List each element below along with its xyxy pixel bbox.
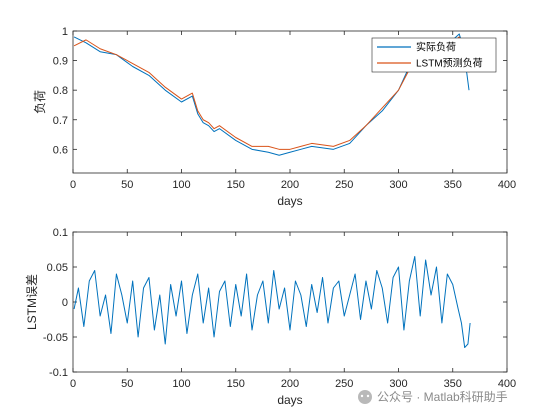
- legend-label-lstm: LSTM预测负荷: [416, 57, 483, 70]
- wechat-icon-eye-left: [360, 394, 364, 398]
- y-tick-label: 0.05: [47, 262, 68, 274]
- wechat-icon-eye-right: [366, 394, 370, 398]
- y-tick-label: -0.1: [49, 367, 68, 379]
- watermark-text: 公众号 · Matlab科研助手: [377, 390, 508, 404]
- y-tick-label: 1: [62, 26, 68, 38]
- x-tick-label: 200: [281, 179, 299, 191]
- plot-frame: [72, 231, 508, 373]
- tick-marks: [72, 231, 508, 373]
- tick-labels: 0 50 100 150 200 250 300 350 400 0.6 0.7 0.8 0.9 1: [53, 26, 516, 191]
- y-tick-label: 0.9: [53, 56, 68, 68]
- wechat-icon: [358, 390, 372, 404]
- legend-label-actual: 实际负荷: [416, 41, 456, 54]
- series-line-1: [73, 256, 471, 348]
- x-tick-label: 300: [389, 378, 407, 390]
- y-tick-label: 0: [62, 297, 68, 309]
- x-tick-label: 0: [70, 179, 76, 191]
- y-tick-label: 0.7: [53, 115, 68, 127]
- x-tick-label: 250: [335, 179, 353, 191]
- x-tick-label: 400: [498, 378, 516, 390]
- x-tick-label: 350: [444, 378, 462, 390]
- x-axis-label: days: [277, 393, 302, 407]
- x-tick-label: 350: [444, 179, 462, 191]
- x-tick-label: 50: [121, 179, 133, 191]
- y-tick-label: -0.05: [43, 332, 68, 344]
- series-lines: [73, 256, 471, 348]
- error-axes: 0 50 100 150 200 250 300 350 400 -0.1 -0.05 0 0.05 0.…: [25, 227, 516, 407]
- y-tick-label: 0.8: [53, 85, 68, 97]
- x-tick-label: 300: [389, 179, 407, 191]
- y-axis-label: LSTM误差: [25, 274, 39, 330]
- y-tick-label: 0.1: [53, 227, 68, 239]
- tick-marks: [72, 30, 508, 173]
- x-tick-label: 100: [172, 179, 190, 191]
- watermark: 公众号 · Matlab科研助手: [358, 390, 508, 404]
- x-tick-label: 50: [121, 378, 133, 390]
- legend-box: [371, 37, 497, 73]
- x-tick-label: 250: [335, 378, 353, 390]
- legend: 实际负荷 LSTM预测负荷: [371, 37, 497, 73]
- tick-labels: 0 50 100 150 200 250 300 350 400 -0.1 -0.05 0 0.05 0.…: [43, 227, 516, 390]
- x-tick-label: 150: [227, 378, 245, 390]
- x-tick-label: 150: [227, 179, 245, 191]
- x-tick-label: 0: [70, 378, 76, 390]
- x-tick-label: 400: [498, 179, 516, 191]
- x-tick-label: 100: [172, 378, 190, 390]
- x-tick-label: 200: [281, 378, 299, 390]
- y-tick-label: 0.6: [53, 144, 68, 156]
- x-axis-label: days: [277, 194, 302, 208]
- y-axis-label: 负荷: [33, 90, 47, 114]
- load-comparison-axes: 0 50 100 150 200 250 300 350 400 0.6 0.7 0.8 0.9 1 da…: [33, 26, 516, 208]
